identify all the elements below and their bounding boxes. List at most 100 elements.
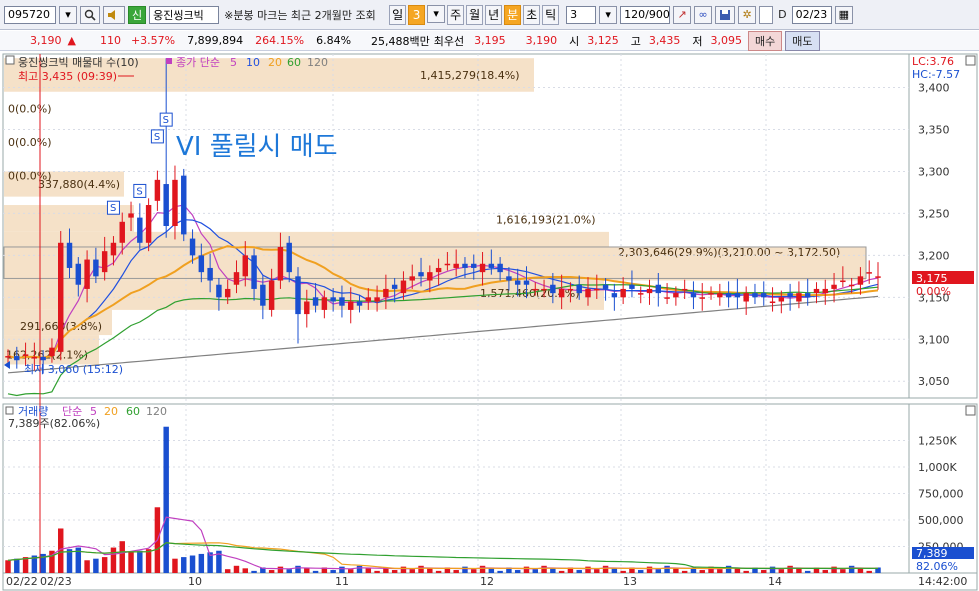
- price-panel-toggle-icon[interactable]: [5, 55, 15, 65]
- volume-bar: [822, 570, 828, 573]
- candle-body: [435, 267, 442, 273]
- candle-body: [822, 288, 828, 294]
- price-axis-label: 3,350: [918, 124, 950, 137]
- period-button[interactable]: 주: [447, 4, 465, 25]
- period-button[interactable]: 초: [523, 4, 541, 25]
- candle-body: [866, 272, 872, 274]
- draw-tool-icon[interactable]: ↗: [673, 5, 692, 24]
- magnifier-icon[interactable]: [80, 5, 100, 24]
- volume-tag-text: 7,389: [916, 547, 948, 560]
- stock-name-field[interactable]: 웅진씽크빅: [149, 5, 220, 24]
- volume-panel-close-icon[interactable]: [965, 405, 976, 416]
- candle-body: [857, 276, 864, 285]
- ma-120-line: [7, 295, 879, 374]
- chart-area[interactable]: 1,415,279(18.4%) 337,880(4.4%) 1,616,193(2…: [0, 52, 979, 591]
- save-icon[interactable]: [715, 5, 736, 24]
- gear-icon[interactable]: ✲: [738, 5, 757, 24]
- period-button[interactable]: 일: [389, 4, 407, 25]
- interval-dropdown-icon[interactable]: ▾: [599, 5, 618, 24]
- interval-input[interactable]: 3: [566, 5, 597, 24]
- price-panel[interactable]: [2, 53, 910, 399]
- candle-body: [471, 263, 477, 268]
- candle-body: [93, 259, 99, 277]
- candle-body: [181, 175, 187, 235]
- volume-bar: [312, 570, 319, 573]
- high-label: 고: [630, 34, 641, 48]
- volume-ma-label: 단순: [62, 405, 82, 418]
- volume-bar: [137, 550, 143, 573]
- candle-body: [462, 263, 468, 268]
- ma-20-line: [7, 245, 879, 360]
- volume-axis[interactable]: [908, 403, 978, 574]
- zero-profile-label: 0(0.0%): [8, 136, 52, 149]
- panel-close-icon[interactable]: [965, 55, 976, 66]
- candle-body: [690, 293, 697, 298]
- period-button[interactable]: 틱: [542, 4, 560, 25]
- volume-profile-band: [4, 246, 866, 281]
- volume-panel-toggle-icon[interactable]: [5, 406, 14, 415]
- volume-bar: [84, 560, 90, 573]
- price-axis-label: 3,150: [918, 291, 950, 304]
- period-dropdown-icon[interactable]: ▾: [427, 4, 446, 23]
- period-button[interactable]: 분: [504, 4, 522, 25]
- low-label: 저: [692, 34, 703, 48]
- dropdown-arrow-icon[interactable]: ▾: [59, 5, 77, 24]
- price-axis-label: 3,050: [918, 375, 950, 388]
- volume-bar: [576, 570, 582, 573]
- buy-button[interactable]: 매수: [748, 30, 783, 51]
- sell-signal-marker[interactable]: [133, 183, 147, 198]
- count-field[interactable]: 120/900: [620, 5, 671, 24]
- stock-code-input[interactable]: 095720: [4, 5, 56, 24]
- candle-body: [251, 255, 257, 289]
- sell-button[interactable]: 매도: [785, 30, 820, 51]
- period-button[interactable]: 3: [408, 4, 426, 25]
- volume-bar: [427, 568, 433, 573]
- volume-pct-tag: 82.06%: [916, 560, 958, 573]
- candle-body: [523, 280, 530, 285]
- link-icon[interactable]: ∞: [694, 5, 713, 24]
- candle-body: [224, 288, 231, 298]
- volume-bar: [717, 569, 723, 573]
- candle-body: [356, 301, 363, 306]
- candle-body: [638, 293, 644, 295]
- volume-bar: [14, 558, 20, 573]
- volume-ma-20: 20: [104, 405, 118, 418]
- session-high-note: 최고 3,435 (09:39): [18, 70, 117, 83]
- candle-body: [848, 284, 855, 287]
- volume-bar: [479, 565, 486, 573]
- volume-bar: [497, 570, 503, 573]
- candle-body: [312, 297, 319, 306]
- volume-bar: [778, 569, 785, 573]
- candle-body: [268, 280, 275, 310]
- candle-body: [673, 293, 679, 298]
- candle-body: [40, 356, 46, 361]
- volume-bar: [66, 549, 73, 573]
- date-input[interactable]: 02/23: [791, 5, 832, 24]
- ma-legend-10: 10: [246, 56, 260, 69]
- volume-panel[interactable]: [2, 403, 910, 574]
- sell-signal-marker[interactable]: [106, 200, 120, 215]
- volume-bar: [330, 570, 336, 573]
- sell-signal-marker[interactable]: [159, 112, 173, 127]
- price-axis[interactable]: [908, 53, 978, 399]
- d-checkbox[interactable]: [759, 5, 774, 24]
- candle-body: [295, 276, 301, 315]
- calendar-icon[interactable]: ▦: [834, 5, 854, 24]
- period-button[interactable]: 월: [466, 4, 484, 25]
- candle-body: [558, 288, 565, 298]
- candle-body: [374, 297, 380, 302]
- speaker-icon[interactable]: [103, 5, 125, 24]
- volume-bar: [233, 565, 240, 573]
- ma-60-line: [7, 283, 879, 397]
- volume-bar: [550, 568, 556, 573]
- candle-body: [14, 356, 20, 361]
- sell-signal-letter: S: [154, 132, 160, 143]
- volume-profile-label: 162,262(2.1%): [6, 348, 88, 361]
- sell-signal-marker[interactable]: [150, 129, 164, 144]
- candle-body: [752, 293, 758, 298]
- period-button[interactable]: 년: [485, 4, 503, 25]
- candle-body: [497, 263, 503, 273]
- volume-bar: [356, 565, 363, 573]
- candle-body: [154, 179, 161, 201]
- volume-bar: [761, 570, 767, 573]
